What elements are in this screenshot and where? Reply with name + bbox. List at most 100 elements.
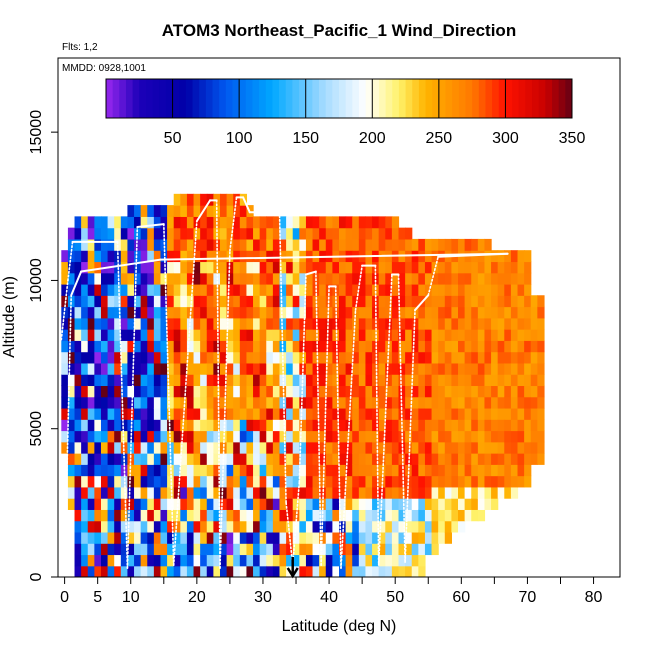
heatmap-cell — [365, 531, 373, 544]
heatmap-cell — [279, 565, 287, 577]
heatmap-cell — [424, 317, 433, 330]
heatmap-cell — [186, 238, 195, 251]
colorbar-tick-label: 200 — [359, 130, 386, 147]
heatmap-cell — [398, 272, 406, 285]
heatmap-cell — [305, 362, 314, 375]
heatmap-cell — [213, 396, 221, 409]
heatmap-cell — [100, 216, 109, 229]
heatmap-cell — [233, 329, 241, 341]
heatmap-cell — [378, 396, 386, 409]
heatmap-cell — [378, 498, 386, 510]
heatmap-cell — [87, 565, 95, 577]
heatmap-cell — [398, 238, 406, 251]
heatmap-cell — [385, 374, 393, 387]
heatmap-cell — [259, 317, 267, 330]
heatmap-cell — [345, 261, 353, 274]
heatmap-cell — [74, 520, 82, 533]
heatmap-cell — [352, 351, 360, 364]
heatmap-cell — [120, 238, 129, 251]
heatmap-cell — [319, 543, 327, 556]
colorbar-segment — [185, 79, 194, 118]
heatmap-cell — [239, 374, 248, 387]
heatmap-cell — [444, 475, 452, 488]
heatmap-cell — [134, 565, 142, 577]
heatmap-cell — [431, 520, 439, 533]
heatmap-cell — [253, 475, 261, 488]
heatmap-cell — [358, 464, 367, 477]
heatmap-cell — [530, 430, 538, 443]
heatmap-cell — [246, 565, 254, 577]
heatmap-cell — [510, 475, 519, 488]
heatmap-cell — [120, 261, 129, 274]
colorbar-segment — [325, 79, 333, 118]
heatmap-cell — [153, 419, 162, 432]
heatmap-cell — [153, 238, 162, 251]
flight-track-segment — [172, 220, 198, 566]
heatmap-cell — [405, 509, 413, 522]
heatmap-cell — [365, 295, 373, 308]
heatmap-cell — [398, 475, 406, 488]
heatmap-cell — [418, 396, 426, 409]
heatmap-cell — [405, 261, 413, 274]
heatmap-cell — [292, 407, 300, 420]
heatmap-cell — [484, 441, 492, 454]
colorbar-segment — [179, 79, 187, 118]
heatmap-cell — [378, 419, 386, 432]
heatmap-cell — [292, 340, 300, 353]
heatmap-cell — [458, 475, 466, 488]
heatmap-cell — [471, 441, 479, 454]
heatmap-cell — [100, 453, 109, 465]
heatmap-cell — [471, 498, 479, 510]
heatmap-cell — [517, 306, 525, 319]
heatmap-cell — [458, 329, 466, 341]
heatmap-cell — [365, 396, 373, 409]
colorbar-segment — [159, 79, 167, 118]
heatmap-cell — [253, 385, 261, 398]
heatmap-cell — [312, 531, 320, 544]
heatmap-cell — [239, 475, 248, 488]
colorbar-segment — [385, 79, 393, 118]
heatmap-cell — [160, 238, 168, 251]
heatmap-cell — [61, 329, 69, 341]
heatmap-cell — [219, 498, 228, 510]
heatmap-cell — [219, 554, 228, 567]
heatmap-cell — [193, 329, 201, 341]
heatmap-cell — [332, 554, 340, 567]
heatmap-cell — [391, 374, 400, 387]
heatmap-cell — [200, 543, 208, 556]
heatmap-cell — [259, 464, 267, 477]
heatmap-cell — [411, 238, 419, 251]
heatmap-cell — [378, 306, 386, 319]
heatmap-cell — [259, 419, 267, 432]
heatmap-cell — [200, 396, 208, 409]
heatmap-cell — [431, 250, 439, 263]
heatmap-cell — [246, 396, 254, 409]
heatmap-cell — [398, 430, 406, 443]
heatmap-cell — [87, 317, 95, 330]
colorbar-tick-label: 250 — [426, 130, 453, 147]
heatmap-cell — [246, 340, 254, 353]
heatmap-cell — [358, 272, 367, 285]
heatmap-cell — [391, 464, 400, 477]
heatmap-cell — [471, 453, 479, 465]
heatmap-cell — [160, 283, 168, 296]
heatmap-cell — [372, 329, 380, 341]
heatmap-cell — [147, 362, 155, 375]
heatmap-cell — [365, 306, 373, 319]
heatmap-cell — [81, 509, 89, 522]
heatmap-cell — [385, 531, 393, 544]
heatmap-cell — [325, 565, 333, 577]
heatmap-cell — [378, 227, 386, 240]
heatmap-cell — [180, 419, 188, 432]
heatmap-cell — [286, 250, 294, 263]
heatmap-cell — [200, 306, 208, 319]
colorbar-segment — [505, 79, 513, 118]
heatmap-cell — [61, 385, 69, 398]
heatmap-cell — [458, 453, 466, 465]
heatmap-cell — [325, 306, 333, 319]
heatmap-cell — [345, 565, 353, 577]
heatmap-cell — [186, 396, 195, 409]
heatmap-cell — [219, 272, 228, 285]
heatmap-cell — [471, 362, 479, 375]
heatmap-cell — [345, 317, 353, 330]
